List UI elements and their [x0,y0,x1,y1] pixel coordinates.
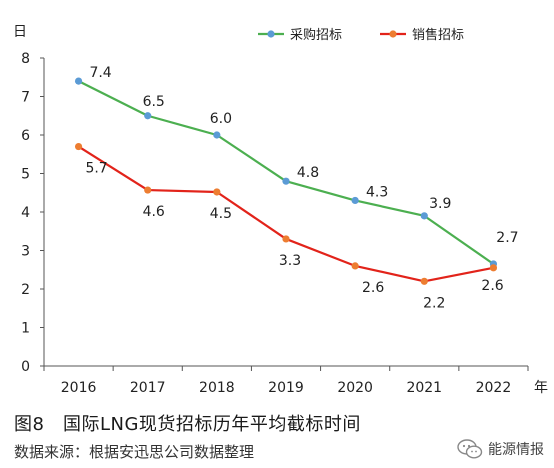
legend-label: 销售招标 [412,27,464,43]
watermark: 能源情报 [456,438,544,460]
data-label: 2.6 [362,280,384,296]
figure-caption: 图8 国际LNG现货招标历年平均截标时间 [14,414,361,435]
data-label: 2.2 [423,295,445,311]
legend-marker-1 [267,30,275,38]
series-1-point [282,177,290,185]
data-label: 3.3 [279,253,301,269]
x-tick-label: 2016 [61,380,97,396]
y-tick-label: 7 [21,90,30,106]
x-tick-label: 2021 [406,380,442,396]
data-label: 5.7 [85,161,107,177]
legend-marker-2 [389,30,397,38]
watermark-text: 能源情报 [488,442,544,458]
x-tick-label: 2022 [476,380,512,396]
series-1-point [74,77,83,85]
series-2-point [282,235,290,243]
y-tick-label: 6 [21,128,30,144]
data-label: 2.7 [496,230,518,246]
data-label: 2.6 [481,278,503,294]
data-label: 6.0 [210,111,232,127]
x-tick-label: 2017 [130,380,166,396]
series-2-point [74,142,83,151]
x-tick-label: 2019 [268,380,304,396]
series-1-point [351,196,359,205]
data-label: 4.8 [297,165,319,181]
data-label: 6.5 [143,94,165,110]
data-source-note: 数据来源：根据安迅思公司数据整理 [14,443,255,461]
series-2-point [144,186,152,194]
series-2-point [420,277,428,285]
series-2-point [213,188,221,196]
y-tick-label: 3 [21,244,30,260]
y-tick-label: 4 [21,205,30,221]
y-tick-label: 1 [21,321,30,337]
wechat-icon [457,439,483,459]
data-label: 4.6 [143,204,165,220]
data-label: 4.5 [210,206,232,222]
y-axis-unit-label: 日 [13,24,27,40]
line-chart: 0 1 2 3 4 5 6 7 8 日 2016 2017 2018 2019 2020 2021 2022 年 7… [13,24,548,396]
series-2-point [489,264,498,272]
series-1-point [144,112,152,120]
y-tick-label: 2 [21,282,30,298]
series-1-point [213,131,221,139]
y-tick-label: 5 [21,167,30,183]
x-tick-label: 2020 [337,380,373,396]
data-label: 3.9 [429,196,451,212]
x-axis-unit-label: 年 [534,380,548,396]
x-tick-label: 2018 [199,380,235,396]
series-1-point [420,212,428,220]
series-2-point [351,262,359,270]
legend-label: 采购招标 [290,27,342,43]
y-tick-label: 8 [21,51,30,67]
data-label: 7.4 [89,65,111,81]
data-label: 4.3 [366,184,388,200]
y-tick-label: 0 [21,359,30,375]
